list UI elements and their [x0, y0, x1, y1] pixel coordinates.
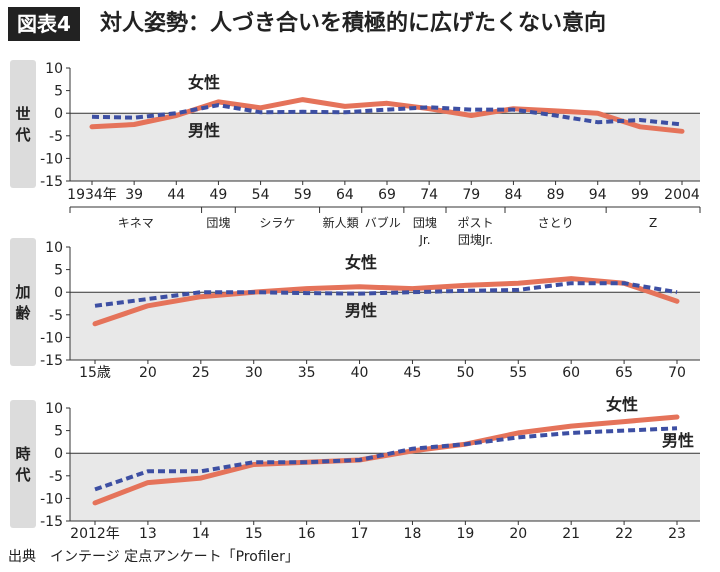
x-tick-label: 39 [125, 187, 143, 203]
legend-label-female: 女性 [606, 395, 638, 414]
x-tick-label: 21 [562, 526, 580, 542]
side-label-aging: 加齢 [15, 283, 31, 322]
x-tick-label: 18 [404, 526, 422, 542]
x-tick-label: 55 [509, 365, 527, 381]
x-tick-label: 14 [192, 526, 210, 542]
figure-badge: 図表4 [8, 7, 80, 41]
x-tick-label: 64 [336, 187, 354, 203]
group-label: 団塊 [206, 215, 230, 230]
x-tick-label: 13 [139, 526, 157, 542]
x-tick-label: 99 [631, 187, 649, 203]
y-tick-label: 10 [45, 240, 63, 256]
y-tick-label: -10 [40, 491, 63, 507]
x-tick-label: 79 [462, 187, 480, 203]
x-tick-label: 35 [298, 365, 316, 381]
y-tick-label: -10 [40, 330, 63, 346]
side-panel-aging [10, 238, 36, 366]
x-tick-label: 20 [509, 526, 527, 542]
x-tick-label: 2012年 [70, 526, 120, 542]
side-panel-era [10, 400, 36, 528]
y-tick-label: -15 [40, 353, 63, 369]
group-label: 団塊Jr. [458, 232, 493, 247]
x-tick-label: 84 [505, 187, 523, 203]
side-panel-generation [10, 60, 36, 188]
y-tick-label: -10 [40, 151, 63, 167]
group-label: さとり [538, 216, 574, 230]
x-tick-label: 89 [547, 187, 565, 203]
x-tick-label: 23 [668, 526, 686, 542]
y-tick-label: -5 [49, 469, 63, 485]
x-tick-label: 17 [351, 526, 369, 542]
legend-label-female: 女性 [345, 253, 377, 272]
group-label: Z [649, 216, 657, 230]
x-tick-label: 60 [562, 365, 580, 381]
y-tick-label: 5 [54, 84, 63, 100]
x-tick-label: 65 [615, 365, 633, 381]
source-note: 出典 インテージ 定点アンケート「Profiler」 [8, 549, 299, 565]
y-tick-label: 0 [54, 285, 63, 301]
x-tick-label: 25 [192, 365, 210, 381]
legend-label-female: 女性 [188, 73, 220, 92]
x-tick-label: 45 [404, 365, 422, 381]
x-tick-label: 1934年 [67, 187, 117, 203]
x-tick-label: 2004 [664, 187, 700, 203]
series-line-female [89, 97, 685, 134]
series-line-female [92, 276, 680, 327]
series-line-female [92, 414, 680, 506]
legend-label-male: 男性 [188, 121, 220, 140]
x-tick-label: 22 [615, 526, 633, 542]
group-label: シラケ [259, 216, 295, 230]
x-tick-label: 94 [589, 187, 607, 203]
x-tick-label: 50 [456, 365, 474, 381]
x-tick-label: 74 [420, 187, 438, 203]
group-label: Jr. [418, 233, 430, 247]
plot-area-upper [70, 408, 700, 454]
x-tick-label: 44 [167, 187, 185, 203]
x-tick-label: 70 [668, 365, 686, 381]
y-tick-label: 10 [45, 61, 63, 77]
plot-area-lower [70, 113, 700, 181]
y-tick-label: 5 [54, 424, 63, 440]
legend-label-male: 男性 [345, 301, 377, 320]
x-tick-label: 30 [245, 365, 263, 381]
group-label: キネマ [118, 216, 154, 230]
y-tick-label: 5 [54, 263, 63, 279]
group-label: 新人類 [323, 215, 359, 230]
series-line-male [94, 281, 678, 308]
legend-label-male: 男性 [662, 431, 694, 450]
group-label: 団塊 [413, 215, 437, 230]
x-tick-label: 59 [294, 187, 312, 203]
x-tick-label: 20 [139, 365, 157, 381]
side-label-generation: 世代 [15, 105, 31, 144]
x-tick-label: 40 [351, 365, 369, 381]
y-tick-label: -15 [40, 514, 63, 530]
plot-area-upper [70, 68, 700, 114]
y-tick-label: 0 [54, 106, 63, 122]
series-line-male [94, 426, 678, 492]
chart-2: 10 5 0 -5 -10 -15 2012年 13 14 15 16 17 18 19 20 21 22 23 女… [40, 395, 700, 542]
x-tick-label: 15歳 [79, 365, 111, 381]
side-label-era: 時代 [15, 445, 31, 484]
x-tick-label: 49 [210, 187, 228, 203]
x-tick-label: 16 [298, 526, 316, 542]
y-tick-label: -15 [40, 174, 63, 190]
page-title: 対人姿勢：人づき合いを積極的に広げたくない意向 [100, 11, 607, 36]
x-tick-label: 15 [245, 526, 263, 542]
y-tick-label: 10 [45, 401, 63, 417]
group-label: バブル [365, 215, 401, 230]
x-tick-label: 54 [252, 187, 270, 203]
x-tick-label: 19 [456, 526, 474, 542]
y-tick-label: -5 [49, 129, 63, 145]
x-tick-label: 69 [378, 187, 396, 203]
plot-area-lower [70, 453, 700, 521]
y-tick-label: -5 [49, 308, 63, 324]
group-label: ポスト [457, 216, 493, 230]
y-tick-label: 0 [54, 446, 63, 462]
